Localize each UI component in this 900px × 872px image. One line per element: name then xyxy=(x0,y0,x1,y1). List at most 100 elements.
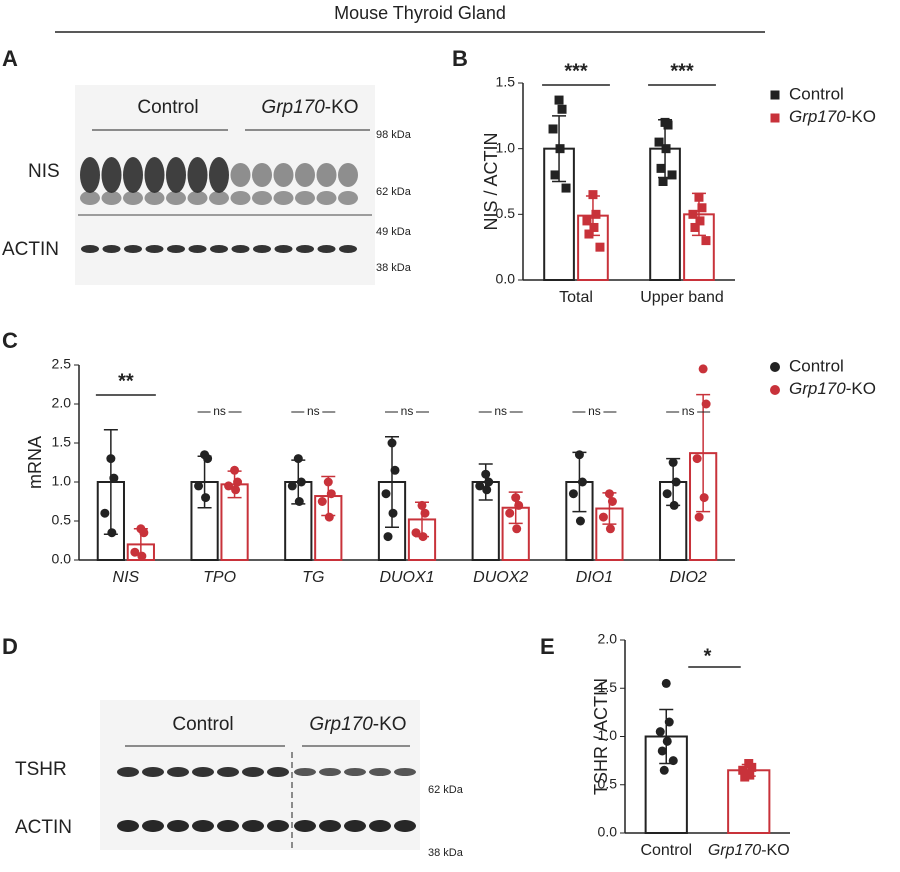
data-point xyxy=(659,765,669,775)
x-tick-label: Upper band xyxy=(640,289,724,306)
band xyxy=(117,767,139,777)
data-point xyxy=(598,512,608,522)
data-point xyxy=(584,229,594,239)
data-point xyxy=(658,177,668,186)
band xyxy=(295,163,315,187)
row-label: ACTIN xyxy=(15,817,72,838)
x-tick-label: NIS xyxy=(113,569,140,586)
marker-label: 62 kDa xyxy=(376,186,412,198)
data-point xyxy=(695,216,705,226)
data-point xyxy=(605,524,615,534)
y-tick-label: 1.0 xyxy=(52,473,72,489)
band xyxy=(210,245,228,253)
y-tick-label: 0.0 xyxy=(52,551,72,567)
y-axis-label: NIS / ACTIN xyxy=(481,132,501,230)
band xyxy=(316,163,337,187)
x-tick-label: DUOX2 xyxy=(473,569,528,586)
band xyxy=(167,820,189,832)
data-point xyxy=(667,170,677,180)
panel-label: B xyxy=(452,46,468,71)
data-point xyxy=(661,144,671,154)
y-tick-label: 2.0 xyxy=(598,631,618,647)
band xyxy=(369,768,391,776)
data-point xyxy=(201,493,211,503)
data-point xyxy=(130,547,140,557)
marker-label: 98 kDa xyxy=(376,129,412,141)
data-point xyxy=(231,485,241,495)
x-tick-label: DUOX1 xyxy=(379,569,434,586)
y-tick-label: 1.0 xyxy=(598,727,618,743)
significance: *** xyxy=(564,60,588,82)
significance: ns xyxy=(213,404,226,418)
bar xyxy=(644,735,688,834)
blot-bands xyxy=(80,157,358,253)
data-point xyxy=(388,508,398,518)
data-point xyxy=(417,500,427,510)
data-point xyxy=(574,450,584,460)
band xyxy=(267,820,289,832)
band xyxy=(145,245,164,253)
y-tick-label: 1.5 xyxy=(598,679,618,695)
group-label: Grp170-KO xyxy=(261,97,358,118)
band xyxy=(295,191,315,205)
band xyxy=(316,191,337,205)
data-point xyxy=(671,477,681,487)
y-tick-label: 0.0 xyxy=(598,824,618,840)
band xyxy=(267,767,289,777)
band xyxy=(344,820,366,832)
y-tick-label: 1.5 xyxy=(52,434,72,450)
data-point xyxy=(326,489,336,499)
band xyxy=(209,157,229,193)
x-tick-label: DIO1 xyxy=(576,569,613,586)
data-point xyxy=(747,762,757,772)
data-point xyxy=(390,465,400,475)
row-label: TSHR xyxy=(15,759,67,780)
significance: ** xyxy=(118,370,134,392)
y-tick-label: 0.5 xyxy=(598,775,618,791)
legend-marker xyxy=(770,385,780,395)
data-point xyxy=(511,493,521,503)
data-point xyxy=(411,528,421,538)
data-point xyxy=(557,104,567,114)
data-point xyxy=(107,528,117,538)
data-point xyxy=(738,765,748,775)
legend-label: Grp170-KO xyxy=(789,107,876,126)
band xyxy=(101,157,122,193)
band xyxy=(338,191,358,205)
data-point xyxy=(323,477,333,487)
data-point xyxy=(224,481,234,491)
data-point xyxy=(109,473,119,483)
significance: ns xyxy=(307,404,320,418)
data-point xyxy=(588,190,598,200)
data-point xyxy=(418,532,428,542)
row-label: NIS xyxy=(28,161,60,182)
significance: ns xyxy=(682,404,695,418)
y-tick-label: 0.5 xyxy=(52,512,72,528)
legend-marker xyxy=(770,362,780,372)
data-point xyxy=(740,772,750,782)
group-label: Control xyxy=(137,97,198,118)
data-point xyxy=(568,489,578,499)
data-point xyxy=(554,95,564,105)
data-point xyxy=(324,512,334,522)
y-tick-label: 2.5 xyxy=(52,356,72,372)
figure-title: Mouse Thyroid Gland xyxy=(334,3,506,23)
band xyxy=(296,245,314,253)
band xyxy=(217,767,239,777)
band xyxy=(230,163,251,187)
data-point xyxy=(582,216,592,226)
band xyxy=(274,245,293,253)
significance: *** xyxy=(670,60,694,82)
band xyxy=(209,191,229,205)
row-label: ACTIN xyxy=(2,239,59,260)
band xyxy=(344,768,366,776)
data-point xyxy=(550,170,560,180)
band xyxy=(273,163,294,187)
data-point xyxy=(668,756,678,766)
data-point xyxy=(694,512,704,522)
band xyxy=(294,820,316,832)
panel-label: C xyxy=(2,328,18,353)
data-point xyxy=(664,717,674,727)
data-point xyxy=(656,163,666,173)
